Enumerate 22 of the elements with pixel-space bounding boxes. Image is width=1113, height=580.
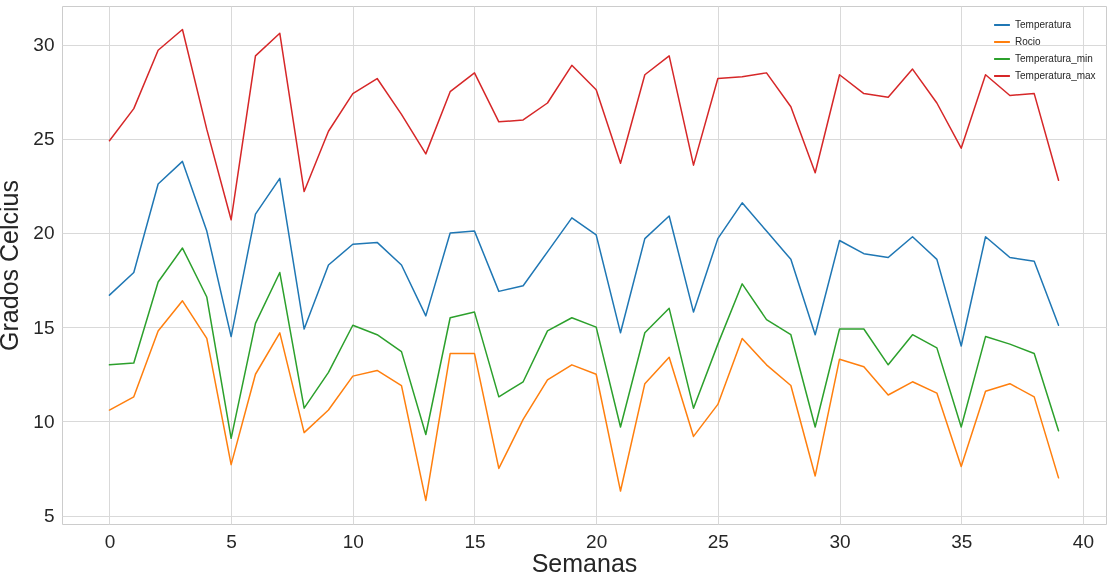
line-series <box>108 247 1060 440</box>
y-tick-label: 5 <box>43 505 55 527</box>
y-tick-label: 15 <box>33 316 55 338</box>
y-axis-title: Grados Celcius <box>0 180 24 351</box>
x-tick-label: 15 <box>464 530 486 552</box>
y-tick-label: 25 <box>33 128 55 150</box>
x-tick-label: 0 <box>104 530 116 552</box>
x-tick-label: 25 <box>707 530 729 552</box>
legend-label: Temperatura <box>1015 19 1072 30</box>
line-series <box>108 300 1060 502</box>
x-tick-label: 10 <box>342 530 364 552</box>
y-tick-label: 20 <box>33 222 55 244</box>
x-tick-label: 40 <box>1072 530 1094 552</box>
y-tick-label: 30 <box>33 34 55 56</box>
line-series <box>108 160 1060 347</box>
legend-label: Rocio <box>1015 36 1041 47</box>
x-tick-label: 30 <box>829 530 851 552</box>
x-tick-label: 5 <box>226 530 237 552</box>
y-tick-label: 10 <box>33 410 55 432</box>
legend-label: Temperatura_max <box>1015 70 1096 81</box>
legend-label: Temperatura_min <box>1015 53 1093 64</box>
x-tick-label: 35 <box>951 530 973 552</box>
